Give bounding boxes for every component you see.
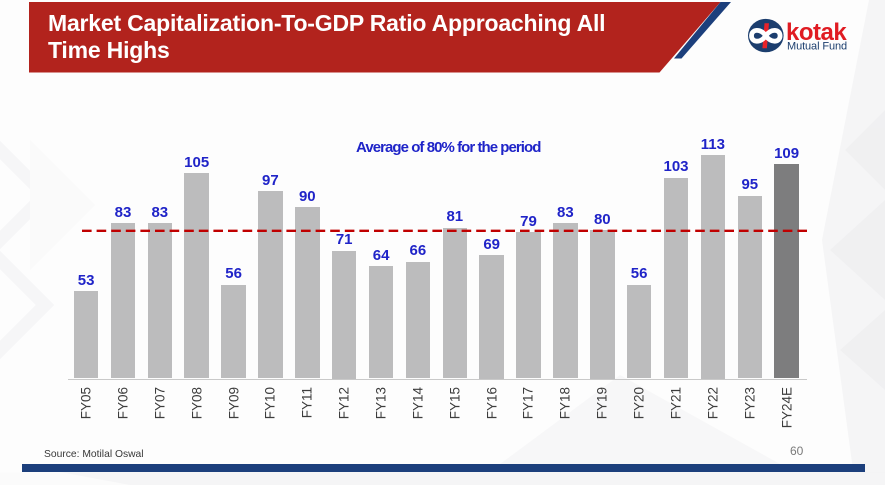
svg-text:Mutual Fund: Mutual Fund: [787, 40, 847, 52]
svg-text:kotak: kotak: [786, 19, 847, 46]
